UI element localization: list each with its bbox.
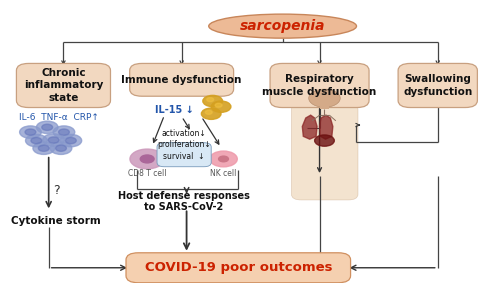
Circle shape	[218, 156, 228, 162]
Circle shape	[130, 149, 164, 169]
Text: ?: ?	[53, 183, 60, 197]
FancyBboxPatch shape	[320, 102, 329, 109]
Circle shape	[48, 137, 59, 143]
FancyBboxPatch shape	[398, 63, 477, 108]
Circle shape	[20, 126, 42, 138]
Circle shape	[202, 108, 221, 119]
Text: Chronic
inflammatory
state: Chronic inflammatory state	[24, 68, 103, 103]
Text: Respiratory
muscle dysfunction: Respiratory muscle dysfunction	[262, 74, 376, 97]
FancyBboxPatch shape	[16, 63, 110, 108]
Text: Swallowing
dysfunction: Swallowing dysfunction	[403, 74, 472, 97]
Text: IL-6  TNF-α  CRP↑: IL-6 TNF-α CRP↑	[18, 114, 98, 122]
Circle shape	[206, 110, 212, 114]
Circle shape	[25, 129, 36, 135]
Text: COVID-19 poor outcomes: COVID-19 poor outcomes	[144, 261, 332, 274]
Circle shape	[140, 155, 154, 163]
FancyBboxPatch shape	[270, 63, 369, 108]
Circle shape	[60, 134, 82, 147]
Text: Host defense responses
to SARS-CoV-2: Host defense responses to SARS-CoV-2	[118, 191, 250, 212]
Circle shape	[203, 95, 222, 107]
FancyBboxPatch shape	[126, 253, 350, 283]
Circle shape	[26, 134, 47, 147]
Circle shape	[66, 137, 76, 144]
Text: IL-15 ↓: IL-15 ↓	[154, 105, 194, 114]
Polygon shape	[320, 115, 333, 139]
Circle shape	[33, 142, 54, 154]
Circle shape	[210, 151, 238, 167]
Text: Immune dysfunction: Immune dysfunction	[122, 75, 242, 85]
Circle shape	[58, 129, 70, 135]
Ellipse shape	[208, 14, 356, 38]
Text: activation↓
proliferation↓
survival  ↓: activation↓ proliferation↓ survival ↓	[157, 129, 211, 161]
Circle shape	[314, 135, 334, 146]
Circle shape	[43, 134, 64, 146]
Circle shape	[36, 121, 58, 133]
Circle shape	[38, 145, 49, 151]
FancyBboxPatch shape	[130, 63, 234, 96]
Text: sarcopenia: sarcopenia	[240, 19, 326, 33]
Circle shape	[308, 89, 340, 107]
Circle shape	[50, 142, 72, 154]
Circle shape	[56, 145, 66, 151]
Circle shape	[42, 124, 52, 130]
Polygon shape	[302, 115, 317, 139]
Circle shape	[207, 98, 214, 102]
Text: NK cell: NK cell	[210, 169, 236, 178]
Text: Cytokine storm: Cytokine storm	[11, 216, 101, 226]
FancyBboxPatch shape	[292, 104, 358, 200]
FancyBboxPatch shape	[157, 143, 211, 167]
Circle shape	[215, 103, 222, 107]
Text: CD8 T cell: CD8 T cell	[128, 169, 166, 178]
Circle shape	[53, 126, 75, 138]
Circle shape	[31, 137, 42, 144]
Circle shape	[211, 101, 231, 112]
